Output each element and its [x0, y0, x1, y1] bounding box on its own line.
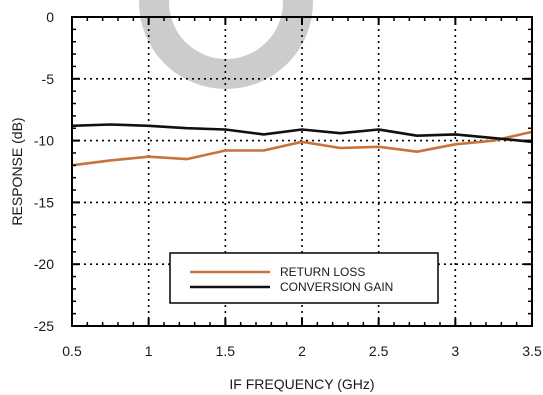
x-tick-label: 0.5: [62, 343, 82, 359]
ticks: [71, 16, 533, 327]
watermark-ring: [139, 0, 313, 89]
series-line-conversion-gain: [71, 123, 533, 144]
x-axis-title: IF FREQUENCY (GHz): [229, 376, 374, 392]
y-tick-label: -15: [34, 194, 54, 210]
x-tick-label: 3.5: [522, 343, 542, 359]
x-tick-label: 2: [298, 343, 306, 359]
x-tick-label: 3: [451, 343, 459, 359]
y-tick-label: -20: [34, 256, 54, 272]
legend-box: [169, 252, 439, 304]
y-axis-title: RESPONSE (dB): [9, 117, 25, 225]
y-tick-label: -10: [34, 133, 54, 149]
series-line-return-loss: [71, 130, 533, 167]
y-tick-label: -5: [42, 71, 55, 87]
tick-labels: 0.5 1 1.5 2 2.5 3 3.5 0 -5 -10 -15 -20 -25: [34, 9, 542, 359]
legend-label-return-loss: RETURN LOSS: [280, 265, 365, 279]
plot-lines: [71, 123, 533, 167]
legend-label-conversion-gain: CONVERSION GAIN: [280, 280, 393, 294]
x-tick-label: 2.5: [369, 343, 389, 359]
y-tick-label: -25: [34, 318, 54, 334]
y-tick-label: 0: [46, 9, 54, 25]
x-tick-label: 1.5: [216, 343, 236, 359]
x-tick-label: 1: [145, 343, 153, 359]
